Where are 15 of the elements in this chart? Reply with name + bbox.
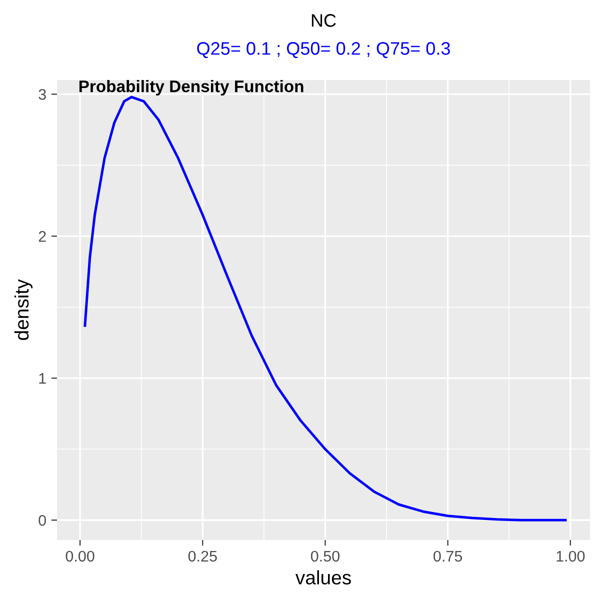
chart-title: NC	[312, 14, 336, 27]
x-tick-label: 0.00	[66, 550, 94, 562]
x-tick-label: 1.00	[556, 550, 585, 562]
y-axis-title: density	[14, 279, 33, 340]
chart-subtitle: Q25= 0.1 ; Q50= 0.2 ; Q75= 0.3	[197, 42, 450, 58]
y-tick-label: 3	[38, 89, 46, 100]
line-series	[84, 96, 567, 522]
y-tick-label: 0	[38, 514, 46, 526]
y-tick-label: 1	[39, 373, 46, 384]
x-tick-label: 0.50	[310, 550, 340, 562]
y-tick-label: 2	[38, 231, 46, 242]
x-tick-label: 0.75	[434, 550, 462, 562]
x-tick-label: 0.25	[188, 550, 217, 562]
x-axis-title: values	[295, 570, 351, 584]
annotation: Probability Density Function	[79, 80, 304, 96]
